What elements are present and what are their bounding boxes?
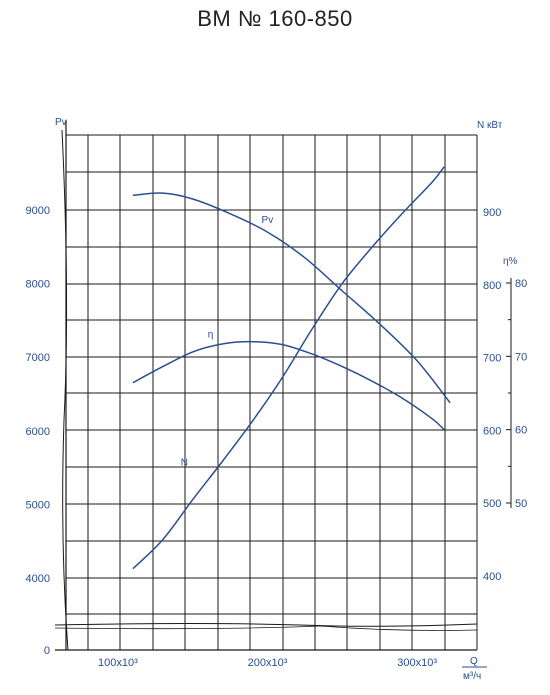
n-tick-label: 800: [483, 280, 501, 292]
chart-title: ВМ № 160-850: [197, 6, 353, 31]
x-tick-label: 100x10³: [98, 657, 138, 669]
left-axis-ticks: 0 4000 5000 6000 7000 8000 9000: [26, 205, 50, 657]
left-tick-label: 9000: [26, 205, 50, 217]
n-tick-label: 600: [483, 425, 501, 437]
plot-frame: [54, 120, 478, 651]
right-axis-ticks: 400 500 600 700 800 900: [483, 207, 501, 583]
left-tick-label: 6000: [26, 426, 50, 438]
n-tick-label: 700: [483, 353, 501, 365]
n-axis-label: N кВт: [477, 120, 503, 131]
pv-curve-label: Pv: [262, 215, 274, 226]
eta-curve-label: η: [208, 329, 214, 340]
series-n-line: [132, 166, 445, 570]
x-tick-label: 200x10³: [248, 657, 288, 669]
eta-tick-label: 80: [515, 278, 527, 290]
n-tick-label: 900: [483, 207, 501, 219]
eta-tick-label: 60: [515, 425, 527, 437]
x-axis-label-bottom: м³/ч: [463, 671, 481, 682]
n-tick-label: 500: [483, 498, 501, 510]
left-tick-label: 0: [44, 645, 50, 657]
n-tick-label: 400: [483, 571, 501, 583]
x-axis-ticks: 100x10³ 200x10³ 300x10³: [98, 657, 437, 669]
left-tick-label: 5000: [26, 499, 50, 511]
left-tick-label: 4000: [26, 573, 50, 585]
eta-axis-label: η%: [503, 256, 518, 267]
left-tick-label: 8000: [26, 279, 50, 291]
baseline-wave-2: [54, 625, 478, 631]
left-axis-label: Pv: [55, 117, 67, 128]
grid: [66, 134, 478, 650]
curves: Pv η N: [132, 166, 451, 570]
n-curve-label: N: [181, 457, 188, 468]
x-tick-label: 300x10³: [397, 657, 437, 669]
series-left-line: [132, 192, 451, 404]
axis-labels: Pv N кВт η% Qм³/ч: [55, 117, 518, 682]
baseline-wave-1: [54, 623, 478, 627]
eta-axis-ticks: 50 60 70 80: [506, 278, 527, 510]
series-eta-line: [132, 340, 445, 431]
left-tick-label: 7000: [26, 352, 50, 364]
eta-tick-label: 70: [515, 351, 527, 363]
x-axis-label-top: Q: [470, 656, 478, 667]
eta-tick-label: 50: [515, 498, 527, 510]
left-axis-wave: [61, 129, 69, 651]
